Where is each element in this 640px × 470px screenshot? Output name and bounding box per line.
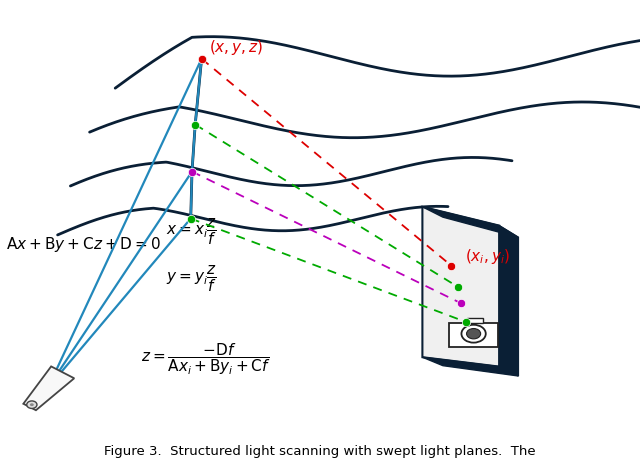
Polygon shape: [422, 207, 518, 237]
Circle shape: [27, 401, 37, 408]
Circle shape: [30, 403, 34, 406]
FancyBboxPatch shape: [449, 323, 498, 347]
Polygon shape: [422, 357, 518, 376]
Polygon shape: [23, 367, 74, 410]
Circle shape: [461, 325, 486, 343]
Text: $y = y_i\dfrac{z}{f}$: $y = y_i\dfrac{z}{f}$: [166, 264, 217, 294]
Text: $\mathrm{A}x + \mathrm{B}y + \mathrm{C}z + \mathrm{D} = 0$: $\mathrm{A}x + \mathrm{B}y + \mathrm{C}z…: [6, 235, 161, 254]
Text: Figure 3.  Structured light scanning with swept light planes.  The: Figure 3. Structured light scanning with…: [104, 445, 536, 458]
Text: $x = x_i\dfrac{z}{f}$: $x = x_i\dfrac{z}{f}$: [166, 217, 217, 247]
Text: $(x, y, z)$: $(x, y, z)$: [209, 38, 264, 57]
Text: $(x_i, y_i)$: $(x_i, y_i)$: [465, 247, 511, 266]
Text: $z = \dfrac{-\mathrm{D}f}{\mathrm{A}x_i + \mathrm{B}y_i + \mathrm{C}f}$: $z = \dfrac{-\mathrm{D}f}{\mathrm{A}x_i …: [141, 341, 271, 377]
FancyBboxPatch shape: [467, 318, 483, 323]
Circle shape: [467, 329, 481, 339]
Polygon shape: [499, 226, 518, 376]
Polygon shape: [422, 207, 499, 367]
